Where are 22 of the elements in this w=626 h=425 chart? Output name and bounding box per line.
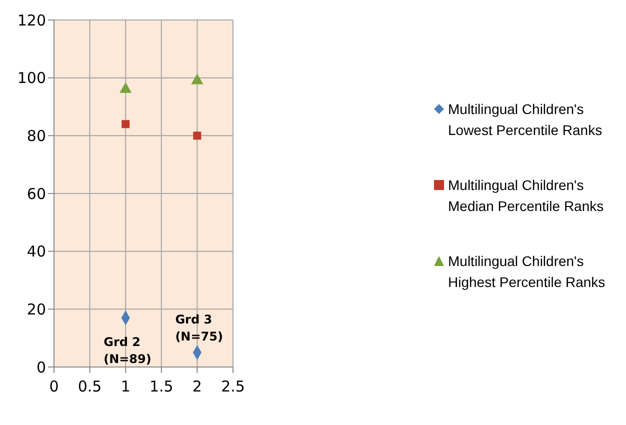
x-tick-label: 1.5 [149, 378, 174, 396]
x-tick-label: 0 [49, 378, 59, 396]
x-tick-label: 1 [120, 378, 130, 396]
y-tick-label: 120 [17, 11, 46, 30]
annotation: Grd 3 (N=75) [175, 312, 223, 344]
y-tick-label: 20 [26, 300, 46, 318]
y-tick-label: 60 [26, 184, 46, 203]
point [120, 82, 132, 93]
y-tick-label: 80 [26, 126, 46, 145]
point [193, 132, 202, 140]
point [122, 120, 130, 128]
x-tick-label: 2 [192, 378, 202, 396]
y-tick-label: 100 [17, 69, 46, 88]
x-tick-label: 0.5 [78, 378, 102, 396]
legend-label: Multilingual Children's Median Percentile Ranks [448, 176, 605, 216]
point [191, 74, 204, 84]
y-tick-label: 40 [26, 242, 46, 261]
legend-label: Multilingual Children's Lowest Percentile Ranks [448, 100, 604, 140]
annotation: Grd 2 (N=89) [104, 334, 152, 366]
legend-label: Multilingual Children's Highest Percentile Ranks [448, 252, 606, 292]
y-tick-label: 0 [36, 358, 46, 376]
x-tick-label: 2.5 [221, 378, 245, 396]
